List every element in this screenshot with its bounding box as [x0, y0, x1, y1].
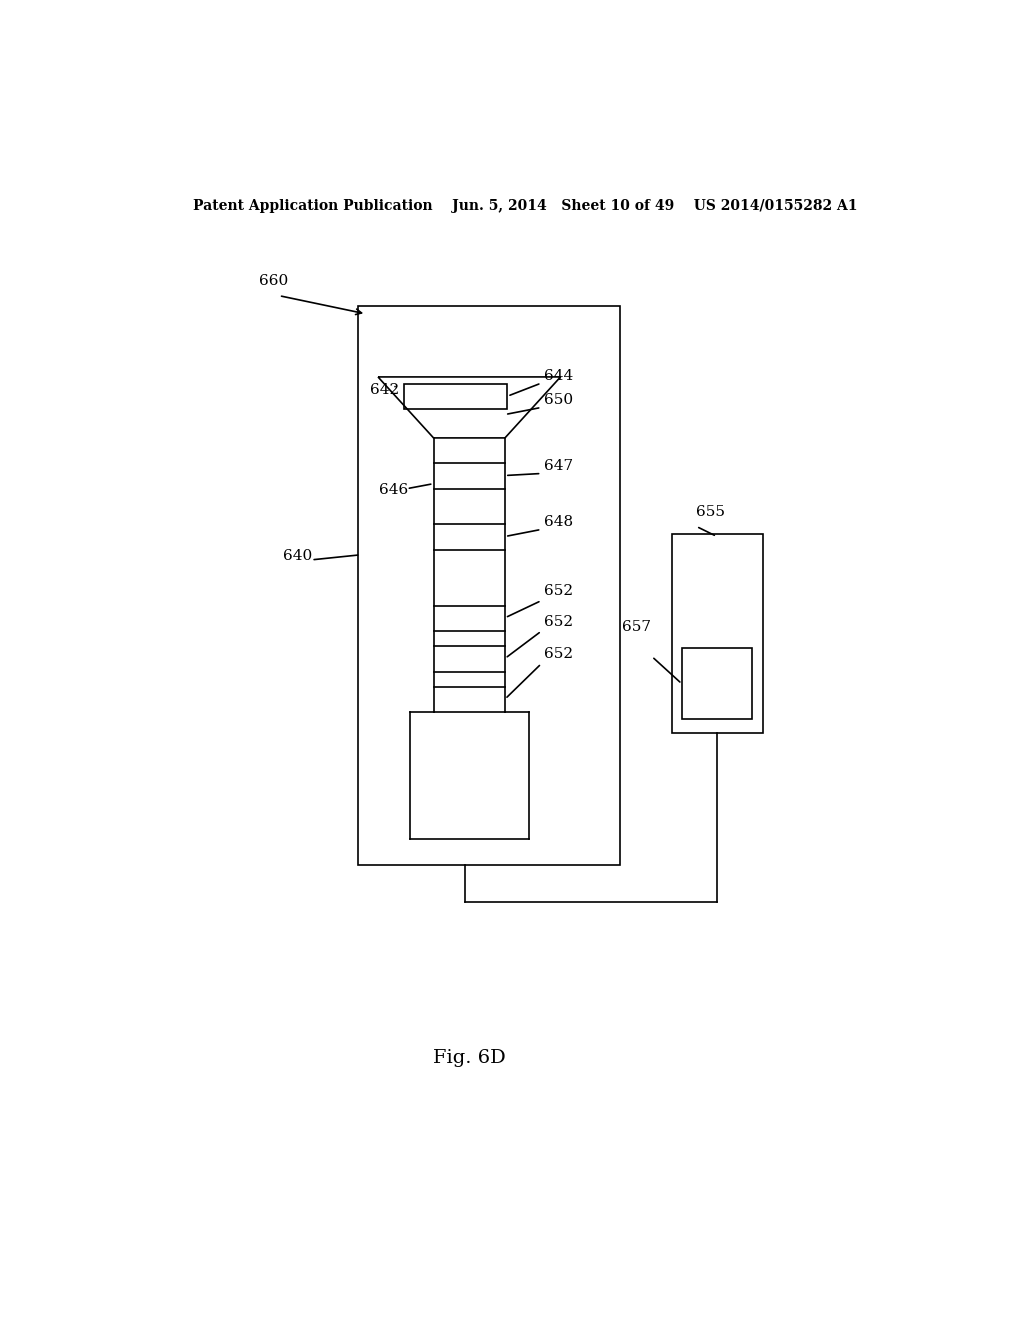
Text: 650: 650: [544, 393, 573, 408]
Text: 652: 652: [544, 585, 573, 598]
Text: 642: 642: [370, 383, 399, 397]
Bar: [404, 384, 507, 409]
Text: 647: 647: [544, 459, 573, 474]
Text: 646: 646: [379, 483, 408, 496]
Bar: [672, 535, 763, 733]
Bar: [358, 306, 621, 865]
Text: 657: 657: [622, 620, 650, 634]
Text: Fig. 6D: Fig. 6D: [433, 1049, 506, 1067]
Text: 644: 644: [544, 370, 573, 383]
Text: 660: 660: [259, 275, 288, 289]
Text: 652: 652: [544, 648, 573, 661]
Text: 648: 648: [544, 515, 573, 529]
Bar: [682, 648, 752, 719]
Text: 640: 640: [283, 549, 312, 562]
Text: 655: 655: [696, 506, 725, 519]
Text: Patent Application Publication    Jun. 5, 2014   Sheet 10 of 49    US 2014/01552: Patent Application Publication Jun. 5, 2…: [193, 199, 857, 213]
Text: 652: 652: [544, 615, 573, 628]
